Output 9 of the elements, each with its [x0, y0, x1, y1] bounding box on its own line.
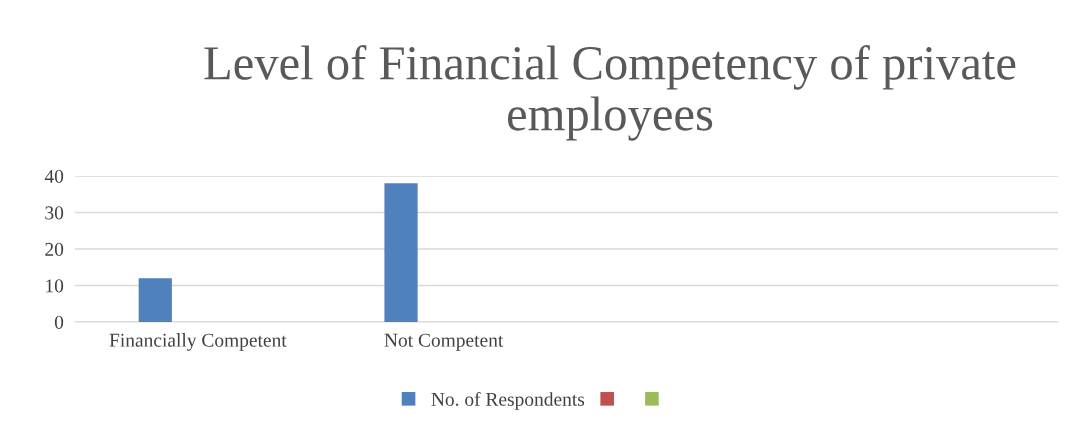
chart-title: Level of Financial Competency of private employees: [204, 45, 1016, 141]
y-tick-label: 30: [45, 206, 64, 220]
x-tick-label: Financially Competent: [109, 333, 287, 351]
y-tick-label: 20: [45, 242, 64, 256]
legend-label: No. of Respondents: [431, 391, 585, 410]
y-tick-label: 10: [46, 279, 64, 293]
y-tick-label: 0: [54, 315, 64, 329]
y-tick-label: 40: [44, 169, 64, 183]
x-tick-label: Not Competent: [384, 333, 504, 351]
